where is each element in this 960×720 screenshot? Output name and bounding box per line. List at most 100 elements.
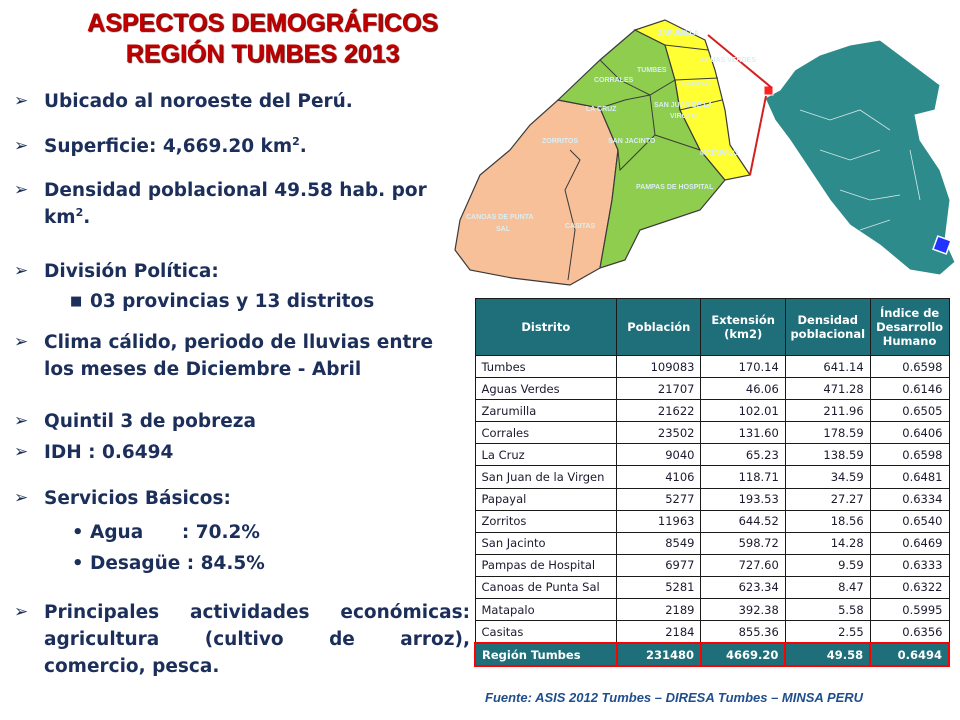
bullet-servicios: ➢ Servicios Básicos: — [14, 485, 470, 512]
table-row: Pampas de Hospital 6977 727.60 9.59 0.6333 — [474, 553, 950, 577]
bullet-agua: • Agua : 70.2% — [14, 519, 470, 546]
table-cell: 0.6146 — [869, 377, 950, 401]
table-cell: 11963 — [616, 509, 702, 533]
table-row: Casitas 2184 855.36 2.55 0.6356 — [474, 620, 950, 644]
header-idh: Índice de Desarrollo Humano — [869, 298, 950, 356]
bullet-superficie: ➢ Superficie: 4,669.20 km2. — [14, 133, 470, 160]
map-label-tumbes: TUMBES — [637, 67, 667, 74]
table-cell: 0.6333 — [869, 553, 950, 577]
table-cell: 2.55 — [784, 620, 871, 644]
region-map: ZARUMILLA AGUAS VERDES TUMBES CORRALES P… — [454, 19, 956, 286]
map-label-canoas-1: CANOAS DE PUNTA — [466, 214, 534, 221]
table-cell: 27.27 — [784, 487, 871, 511]
table-cell: Corrales — [474, 421, 618, 445]
bullet-actividades: ➢ Principales actividades económicas: ag… — [14, 599, 470, 680]
table-cell: San Jacinto — [474, 531, 618, 555]
actividades-line-1: Principales actividades económicas: — [44, 602, 470, 623]
arrow-bullet-icon: ➢ — [14, 180, 29, 200]
map-label-canoas-2: SAL — [496, 226, 511, 233]
title-line-2: REGIÓN TUMBES 2013 — [125, 40, 400, 68]
map-label-pampas: PAMPAS DE HOSPITAL — [636, 184, 714, 191]
peru-map — [764, 39, 956, 276]
arrow-bullet-icon: ➢ — [14, 602, 29, 622]
header-distrito: Distrito — [474, 298, 618, 356]
table-cell: 0.6540 — [869, 509, 950, 533]
actividades-line-2: agricultura (cultivo de arroz), — [44, 629, 470, 650]
table-cell: 4669.20 — [699, 642, 787, 668]
arrow-bullet-icon: ➢ — [14, 332, 29, 352]
table-cell: 727.60 — [700, 553, 786, 577]
bullet-division-sub: ■ 03 provincias y 13 distritos — [14, 288, 470, 315]
map-label-san-juan-1: SAN JUAN DE LA — [654, 102, 713, 109]
bullet-ubicado: ➢ Ubicado al noroeste del Perú. — [14, 88, 470, 115]
table-cell: 0.6598 — [869, 443, 950, 467]
table-cell: 623.34 — [700, 575, 786, 600]
table-row: La Cruz 9040 65.23 138.59 0.6598 — [474, 443, 950, 467]
table-cell: Casitas — [474, 620, 618, 644]
table-cell: 0.6334 — [869, 487, 950, 511]
table-cell: 21707 — [616, 377, 702, 401]
table-cell: 211.96 — [784, 399, 871, 423]
table-cell: 0.6322 — [869, 575, 950, 600]
table-cell: 109083 — [616, 354, 702, 379]
table-cell: 0.6505 — [869, 399, 950, 423]
table-cell: 0.6406 — [869, 421, 950, 445]
arrow-bullet-icon: ➢ — [14, 261, 29, 281]
bullet-desague: • Desagüe : 84.5% — [14, 550, 470, 577]
table-cell: 2184 — [616, 620, 702, 644]
table-cell: 0.6598 — [869, 354, 950, 379]
table-header-row: Distrito Población Extensión (km2) Densi… — [474, 298, 950, 356]
table-cell: 131.60 — [700, 421, 786, 445]
table-row: San Jacinto 8549 598.72 14.28 0.6469 — [474, 531, 950, 555]
table-row: Canoas de Punta Sal 5281 623.34 8.47 0.6322 — [474, 575, 950, 600]
table-cell: 65.23 — [700, 443, 786, 467]
table-cell: 855.36 — [700, 620, 786, 644]
arrow-bullet-icon: ➢ — [14, 136, 29, 156]
table-cell: 598.72 — [700, 531, 786, 555]
bullet-idh: ➢ IDH : 0.6494 — [14, 439, 470, 466]
table-cell: Canoas de Punta Sal — [474, 575, 618, 600]
table-row: Zorritos 11963 644.52 18.56 0.6540 — [474, 509, 950, 533]
table-row: Zarumilla 21622 102.01 211.96 0.6505 — [474, 399, 950, 423]
map-label-aguas-verdes: AGUAS VERDES — [700, 57, 756, 64]
header-extension: Extensión (km2) — [700, 298, 786, 356]
table-cell: 0.6494 — [869, 642, 950, 668]
map-label-corrales: CORRALES — [594, 77, 634, 84]
table-cell: Zorritos — [474, 509, 618, 533]
dot-bullet-icon: • — [72, 553, 84, 574]
table-row: Matapalo 2189 392.38 5.58 0.5995 — [474, 598, 950, 622]
table-cell: 138.59 — [784, 443, 871, 467]
header-poblacion: Población — [616, 298, 702, 356]
table-cell: 46.06 — [700, 377, 786, 401]
table-cell: 23502 — [616, 421, 702, 445]
table-cell: 18.56 — [784, 509, 871, 533]
table-cell: Pampas de Hospital — [474, 553, 618, 577]
table-cell: Zarumilla — [474, 399, 618, 423]
map-label-casitas: CASITAS — [565, 223, 596, 230]
table-cell: 0.6356 — [869, 620, 950, 644]
table-cell: Tumbes — [474, 354, 618, 379]
dot-bullet-icon: • — [72, 522, 84, 543]
map-label-papayal: PAPAYAL — [682, 81, 714, 88]
bullet-quintil: ➢ Quintil 3 de pobreza — [14, 408, 470, 435]
table-cell: 178.59 — [784, 421, 871, 445]
table-cell: Aguas Verdes — [474, 377, 618, 401]
source-note: Fuente: ASIS 2012 Tumbes – DIRESA Tumbes… — [485, 690, 864, 705]
table-cell: 8.47 — [784, 575, 871, 600]
table-row: Tumbes 109083 170.14 641.14 0.6598 — [474, 354, 950, 379]
map-label-zarumilla: ZARUMILLA — [658, 30, 699, 37]
table-cell: 0.6469 — [869, 531, 950, 555]
table-total-row: Región Tumbes 231480 4669.20 49.58 0.6494 — [474, 642, 950, 668]
table-cell: 118.71 — [700, 465, 786, 489]
map-label-matapalo: MATAPALO — [700, 150, 739, 157]
slide-title: ASPECTOS DEMOGRÁFICOS REGIÓN TUMBES 2013 — [30, 8, 495, 70]
district-table: Distrito Población Extensión (km2) Densi… — [474, 298, 950, 668]
puno-highlight-icon — [932, 235, 952, 255]
header-densidad: Densidad poblacional — [784, 298, 871, 356]
table-cell: 6977 — [616, 553, 702, 577]
table-cell: San Juan de la Virgen — [474, 465, 618, 489]
table-cell: 21622 — [616, 399, 702, 423]
bullet-division: ➢ División Política: — [14, 258, 470, 285]
table-cell: 34.59 — [784, 465, 871, 489]
square-bullet-icon: ■ — [70, 294, 83, 309]
